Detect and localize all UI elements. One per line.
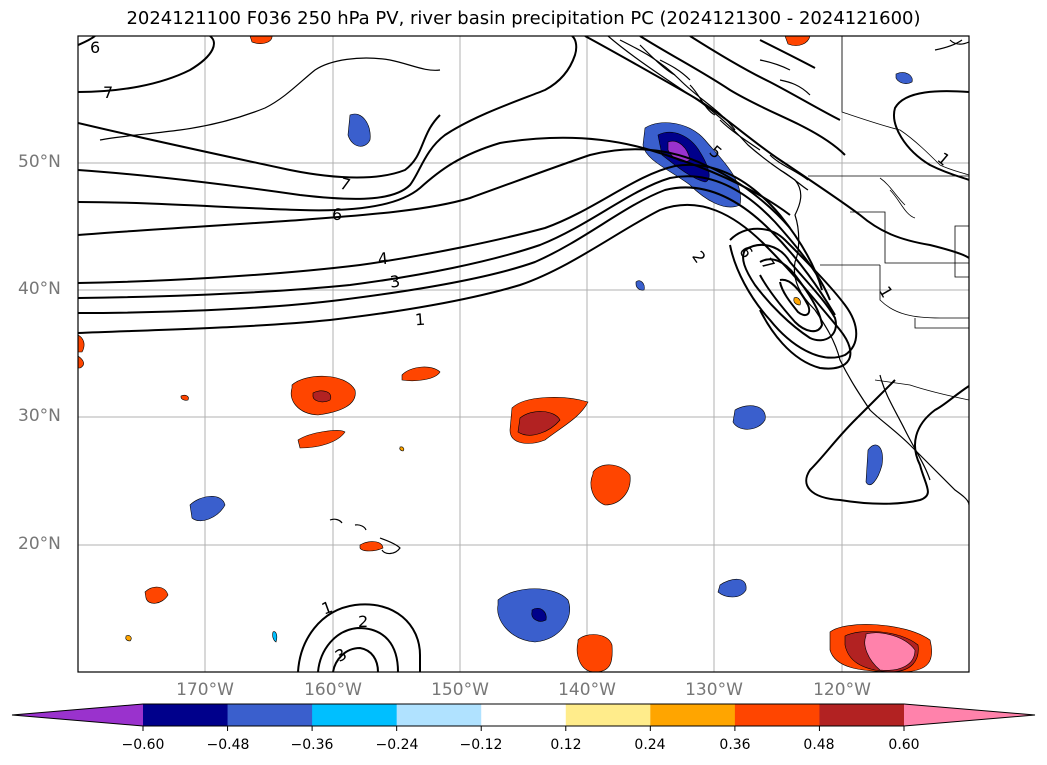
colorbar-tick-label: 0.60 (888, 737, 920, 753)
contour-label: 7 (338, 174, 353, 195)
colorbar-segment (312, 704, 398, 726)
lon-label: 140°W (558, 680, 616, 700)
colorbar-segment (396, 704, 482, 726)
positive-pc-shading (78, 36, 932, 672)
lat-label: 20°N (18, 534, 61, 554)
graticule (78, 36, 969, 672)
contour-label: 3 (389, 272, 401, 292)
colorbar-segment (819, 704, 905, 726)
map-frame (77, 35, 970, 673)
colorbar-segment (734, 704, 820, 726)
map-plot-area (78, 36, 969, 672)
colorbar-segment (565, 704, 651, 726)
lon-label: 130°W (685, 680, 743, 700)
lat-label: 40°N (18, 279, 61, 299)
lon-label: 170°W (176, 680, 234, 700)
colorbar-segment (143, 704, 229, 726)
pv-contours (78, 36, 969, 672)
political-borders (808, 36, 969, 401)
lon-label: 160°W (304, 680, 362, 700)
map-title: 2024121100 F036 250 hPa PV, river basin … (126, 8, 921, 29)
colorbar-segment (650, 704, 736, 726)
colorbar-extend-min (12, 704, 143, 726)
contour-label: 2 (358, 612, 368, 631)
colorbar-tick-label: −0.60 (121, 737, 165, 753)
colorbar-tick-label: −0.48 (206, 737, 250, 753)
lat-label: 50°N (18, 152, 61, 172)
colorbar-segment (227, 704, 313, 726)
lon-label: 120°W (813, 680, 871, 700)
contour-label: 7 (103, 83, 113, 102)
colorbar-tick-label: −0.12 (459, 737, 503, 753)
contour-label: 6 (90, 38, 100, 57)
lon-label: 150°W (431, 680, 489, 700)
colorbar-tick-label: −0.24 (375, 737, 419, 753)
colorbar-tick-label: 0.24 (634, 737, 666, 753)
colorbar (11, 703, 1036, 731)
colorbar-extend-max (904, 704, 1035, 726)
colorbar-tick-label: 0.48 (803, 737, 835, 753)
contour-label: 1 (414, 310, 425, 330)
colorbar-tick-label: −0.36 (290, 737, 334, 753)
colorbar-tick-label: 0.36 (719, 737, 751, 753)
contour-label: 4 (377, 249, 389, 269)
colorbar-segment (481, 704, 567, 726)
contour-label: 6 (331, 204, 344, 224)
lat-label: 30°N (18, 406, 61, 426)
colorbar-tick-label: 0.12 (550, 737, 582, 753)
